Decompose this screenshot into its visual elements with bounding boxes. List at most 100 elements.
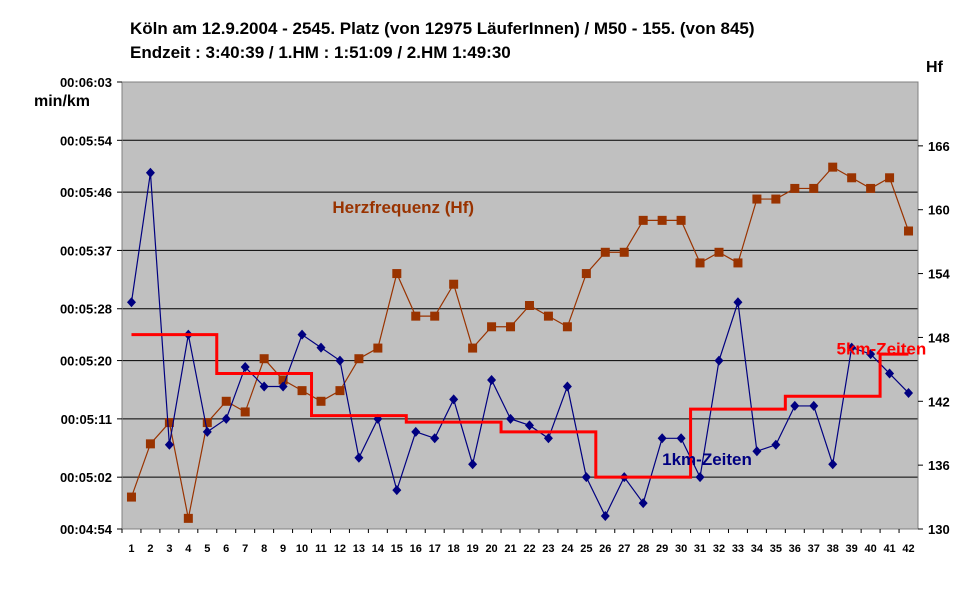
data-point <box>543 433 553 444</box>
y-left-tick-label-3: 00:05:20 <box>60 354 112 369</box>
chart-title-line1: Köln am 12.9.2004 - 2545. Platz (von 129… <box>130 19 755 38</box>
x-tick-label-10: 11 <box>315 543 327 555</box>
data-point <box>809 183 819 193</box>
x-tick-label-14: 15 <box>391 543 403 555</box>
x-tick-label-12: 13 <box>353 543 365 555</box>
y-axis-left-label: min/km <box>34 93 90 110</box>
x-tick-label-28: 29 <box>656 543 668 555</box>
data-point <box>600 511 610 522</box>
data-point <box>790 183 800 193</box>
x-tick-label-38: 39 <box>846 543 858 555</box>
series-line-1 <box>130 172 909 518</box>
data-point <box>221 396 231 406</box>
x-tick-label-1: 2 <box>147 543 153 555</box>
data-point <box>581 269 591 279</box>
data-point <box>278 381 288 392</box>
y-right-tick-label-0: 130 <box>928 522 950 537</box>
x-tick-label-26: 27 <box>618 543 630 555</box>
data-point <box>866 183 876 193</box>
data-point <box>430 433 440 444</box>
x-tick-label-30: 31 <box>694 543 706 555</box>
x-tick-label-7: 8 <box>261 543 267 555</box>
y-left-tick-label-2: 00:05:11 <box>61 412 112 427</box>
data-point <box>638 215 648 225</box>
x-tick-label-29: 30 <box>675 543 687 555</box>
data-point <box>790 400 800 411</box>
y-axis-left-ticks: 00:04:54 00:05:02 00:05:11 00:05:20 00:05:28… <box>60 75 122 537</box>
data-point <box>752 194 762 204</box>
y-right-tick-label-5: 160 <box>928 203 950 218</box>
x-tick-label-32: 33 <box>732 543 744 555</box>
x-tick-label-4: 5 <box>204 543 210 555</box>
annotations: Herzfrequenz (Hf) 5km-Zeiten 1km-Zeiten <box>332 198 926 469</box>
y-right-tick-label-2: 142 <box>928 394 950 409</box>
data-point <box>259 354 269 364</box>
data-point <box>126 297 136 308</box>
data-point <box>828 162 838 172</box>
data-point <box>487 322 497 332</box>
data-point <box>524 301 534 310</box>
y-right-tick-label-1: 136 <box>928 458 950 473</box>
x-tick-label-31: 32 <box>713 543 725 555</box>
data-point <box>487 375 497 385</box>
data-point <box>316 396 326 406</box>
series-1 <box>126 167 914 522</box>
data-point <box>126 492 136 502</box>
x-tick-label-23: 24 <box>561 543 574 555</box>
x-tick-label-21: 22 <box>523 543 535 555</box>
series-0 <box>126 162 914 523</box>
x-tick-label-13: 14 <box>372 543 385 555</box>
data-point <box>733 258 743 268</box>
data-point <box>847 173 857 183</box>
annotation-1: 5km-Zeiten <box>837 340 927 359</box>
x-axis-ticks: 1 2 3 4 5 6 7 8 9 10 11 12 13 14 15 16 17 18 19 20 21 22 23 24 2… <box>121 529 915 555</box>
data-point <box>562 322 572 332</box>
data-point <box>524 420 534 431</box>
y-right-tick-label-4: 154 <box>928 267 950 282</box>
y-axis-right-ticks: 130 136 142 148 154 160 166 <box>918 139 950 537</box>
data-point <box>354 354 364 364</box>
data-point <box>145 167 155 178</box>
x-tick-label-15: 16 <box>410 543 422 555</box>
x-tick-label-40: 41 <box>883 543 895 555</box>
chart-title-line2: Endzeit : 3:40:39 / 1.HM : 1:51:09 / 2.H… <box>130 43 511 62</box>
x-tick-label-16: 17 <box>429 543 441 555</box>
data-point <box>733 297 743 308</box>
data-point <box>392 269 402 279</box>
data-point <box>392 485 402 496</box>
y-left-tick-label-6: 00:05:46 <box>60 185 112 200</box>
y-left-tick-label-1: 00:05:02 <box>60 470 112 485</box>
data-point <box>430 311 440 321</box>
data-point <box>411 426 421 437</box>
series-layer <box>126 162 914 523</box>
data-point <box>506 413 516 424</box>
data-point <box>335 355 345 366</box>
data-point <box>885 173 895 183</box>
y-left-tick-label-5: 00:05:37 <box>60 243 112 258</box>
y-left-tick-label-7: 00:05:54 <box>60 133 113 148</box>
data-point <box>183 513 193 523</box>
x-tick-label-17: 18 <box>448 543 460 555</box>
x-tick-label-37: 38 <box>827 543 839 555</box>
data-point <box>752 446 762 457</box>
data-point <box>809 400 819 411</box>
data-point <box>278 375 288 385</box>
series-line-2 <box>131 333 909 479</box>
data-point <box>240 407 250 417</box>
series-2 <box>131 333 909 479</box>
data-point <box>714 355 724 366</box>
data-point <box>904 226 914 236</box>
data-point <box>335 386 345 396</box>
data-point <box>164 418 174 428</box>
data-point <box>164 439 174 450</box>
x-tick-label-0: 1 <box>128 543 134 555</box>
annotation-2: 1km-Zeiten <box>662 450 752 469</box>
data-point <box>714 247 724 257</box>
y-left-tick-label-8: 00:06:03 <box>60 75 112 90</box>
data-point <box>619 247 629 257</box>
y-right-tick-label-3: 148 <box>928 330 950 345</box>
x-tick-label-39: 40 <box>864 543 876 555</box>
data-point <box>847 342 857 353</box>
x-tick-label-34: 35 <box>770 543 782 555</box>
